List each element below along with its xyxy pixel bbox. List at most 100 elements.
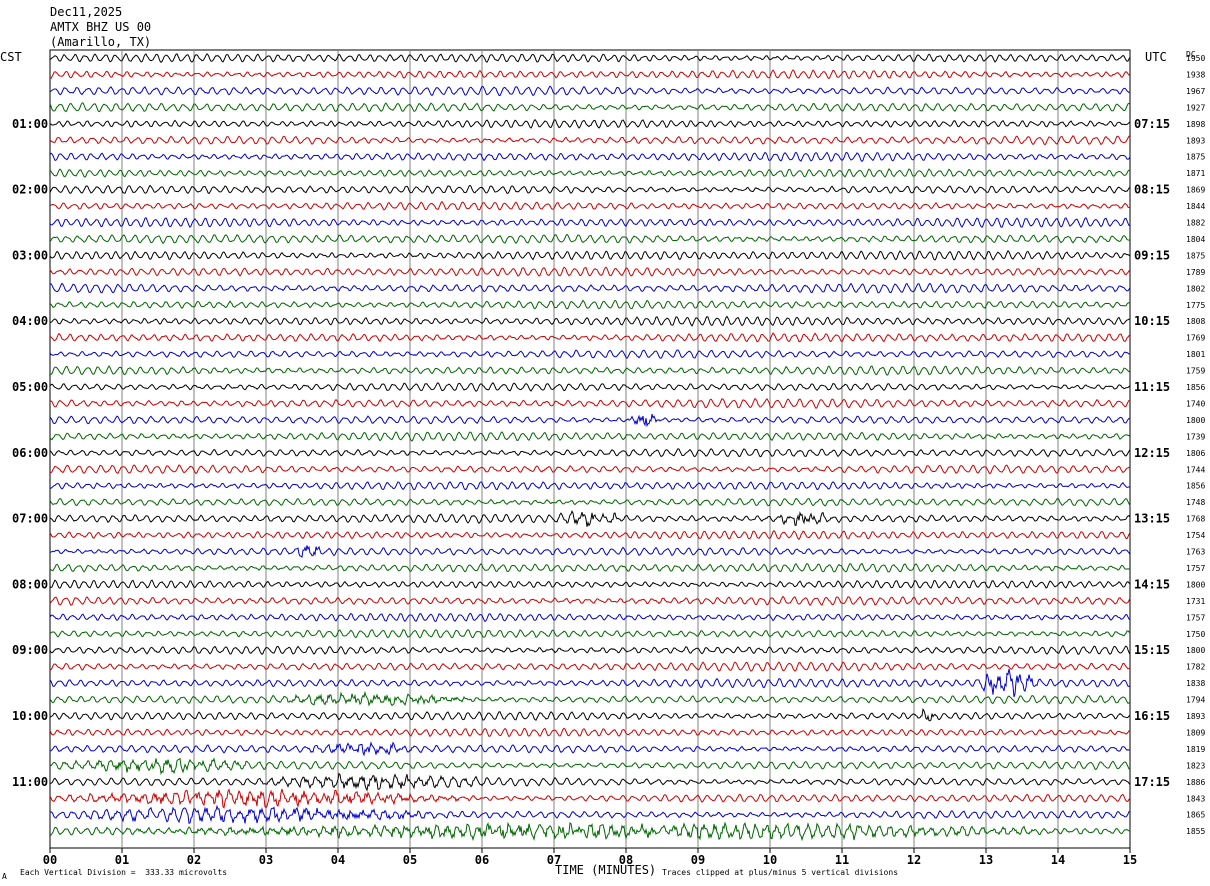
seismic-trace (49, 332, 1131, 343)
right-hour-label: 11:15 (1134, 380, 1170, 394)
x-tick-label: 08 (619, 853, 633, 867)
x-tick-label: 12 (907, 853, 921, 867)
dc-offset-label: 1875 (1186, 153, 1205, 162)
dc-offset-label: 1869 (1186, 186, 1205, 195)
dc-offset-label: 1886 (1186, 778, 1205, 787)
right-hour-label: 15:15 (1134, 643, 1170, 657)
dc-offset-label: 1823 (1186, 761, 1205, 770)
right-hour-label: 10:15 (1134, 314, 1170, 328)
clip-note: Traces clipped at plus/minus 5 vertical … (662, 868, 899, 877)
seismic-trace (49, 266, 1131, 277)
dc-offset-label: 1801 (1186, 350, 1205, 359)
dc-offset-label: 1938 (1186, 70, 1205, 79)
seismic-trace (49, 168, 1131, 178)
seismic-trace (49, 151, 1131, 163)
seismic-trace (49, 612, 1131, 623)
x-tick-label: 01 (115, 853, 129, 867)
seismic-trace (49, 118, 1131, 129)
dc-offset-label: 1769 (1186, 334, 1205, 343)
left-hour-label: 08:00 (12, 577, 48, 591)
x-tick-label: 10 (763, 853, 777, 867)
left-hour-label: 11:00 (12, 775, 48, 789)
dc-offset-label: 1775 (1186, 301, 1205, 310)
right-hour-label: 07:15 (1134, 117, 1170, 131)
seismic-trace (49, 250, 1131, 261)
dc-offset-label: 1871 (1186, 169, 1205, 178)
dc-offset-label: 1759 (1186, 367, 1205, 376)
dc-offset-label: 1804 (1186, 235, 1205, 244)
seismic-trace (49, 69, 1131, 80)
x-tick-label: 03 (259, 853, 273, 867)
right-hour-label: 13:15 (1134, 512, 1170, 526)
right-timezone-label: UTC (1145, 50, 1167, 64)
right-hour-label: 16:15 (1134, 709, 1170, 723)
seismic-trace (49, 628, 1131, 639)
seismic-trace (49, 200, 1131, 211)
seismic-trace (49, 315, 1131, 327)
dc-offset-label: 1967 (1186, 87, 1205, 96)
right-hour-label: 12:15 (1134, 446, 1170, 460)
seismic-trace (49, 85, 1131, 97)
plot-frame (49, 49, 1131, 849)
dc-offset-label: 1809 (1186, 728, 1205, 737)
dc-offset-label: 1763 (1186, 548, 1205, 557)
seismic-trace (49, 690, 1131, 707)
dc-offset-label: 1856 (1186, 383, 1205, 392)
dc-offset-label: 1768 (1186, 515, 1205, 524)
seismic-trace (49, 481, 1131, 491)
seismic-trace (49, 562, 1131, 573)
seismic-trace (49, 804, 1131, 824)
dc-offset-label: 1950 (1186, 54, 1205, 63)
dc-offset-label: 1794 (1186, 696, 1205, 705)
seismic-trace (49, 741, 1131, 757)
left-hour-label: 06:00 (12, 446, 48, 460)
right-hour-label: 17:15 (1134, 775, 1170, 789)
x-tick-label: 06 (475, 853, 489, 867)
dc-offset-label: 1843 (1186, 794, 1205, 803)
location-label: (Amarillo, TX) (50, 35, 152, 49)
dc-offset-label: 1739 (1186, 432, 1205, 441)
x-tick-label: 05 (403, 853, 417, 867)
dc-offset-label: 1757 (1186, 613, 1205, 622)
dc-offset-label: 1893 (1186, 712, 1205, 721)
seismic-trace (49, 645, 1131, 655)
dc-offset-label: 1838 (1186, 679, 1205, 688)
dc-offset-label: 1800 (1186, 646, 1205, 655)
dc-offset-label: 1875 (1186, 251, 1205, 260)
left-hour-label: 03:00 (12, 248, 48, 262)
dc-offset-label: 1844 (1186, 202, 1205, 211)
seismic-trace (49, 772, 1131, 792)
dc-offset-label: 1757 (1186, 564, 1205, 573)
seismic-trace (49, 52, 1131, 63)
dc-offset-label: 1740 (1186, 399, 1205, 408)
seismic-trace (49, 464, 1131, 475)
seismic-trace (49, 184, 1131, 195)
date-label: Dec11,2025 (50, 5, 123, 19)
left-hour-label: 05:00 (12, 380, 48, 394)
dc-offset-label: 1808 (1186, 317, 1205, 326)
seismic-trace (49, 727, 1131, 738)
x-tick-label: 07 (547, 853, 561, 867)
left-hour-label: 01:00 (12, 117, 48, 131)
seismic-trace (49, 217, 1131, 229)
x-tick-label: 14 (1051, 853, 1065, 867)
seismic-trace (49, 365, 1131, 376)
dc-offset-label: 1789 (1186, 268, 1205, 277)
seismic-trace (49, 788, 1131, 809)
dc-offset-label: 1855 (1186, 827, 1205, 836)
dc-offset-label: 1898 (1186, 120, 1205, 129)
dc-offset-label: 1800 (1186, 580, 1205, 589)
dc-offset-label: 1819 (1186, 745, 1205, 754)
seismic-trace (49, 381, 1131, 392)
left-hour-label: 04:00 (12, 314, 48, 328)
seismic-trace (49, 530, 1131, 541)
seismic-trace (49, 661, 1131, 672)
vertical-division-note: Each Vertical Division = 333.33 microvol… (20, 868, 228, 877)
seismic-trace (49, 431, 1131, 442)
right-hour-label: 09:15 (1134, 248, 1170, 262)
x-tick-label: 04 (331, 853, 345, 867)
left-hour-label: 09:00 (12, 643, 48, 657)
seismic-trace (49, 233, 1131, 245)
dc-offset-label: 1731 (1186, 597, 1205, 606)
